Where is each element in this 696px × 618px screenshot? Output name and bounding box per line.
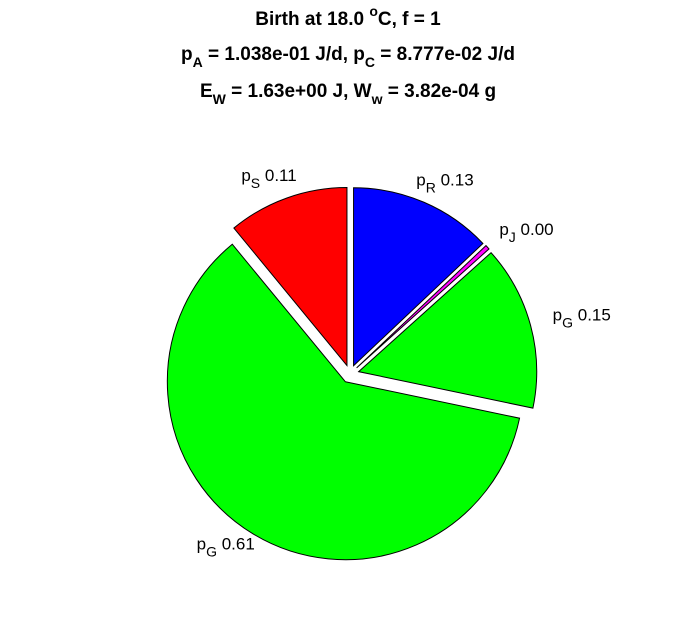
label-sub: S [251,175,260,191]
pie-slice [166,243,521,561]
slice-label: pJ 0.00 [499,220,553,245]
title-sub: C [365,54,375,70]
chart-title: pA = 1.038e-01 J/d, pC = 8.777e-02 J/d [181,44,515,70]
value-label: 0.11 [265,166,297,185]
pie-slice [357,251,538,409]
pie-slice [356,244,490,369]
title-text: Birth at 18.0 [255,9,369,30]
title-text: = 1.63e+00 J, W [226,81,372,102]
pie-slice [353,187,484,367]
value-label: 0.15 [578,306,611,325]
slice-label: pR 0.13 [416,171,473,196]
title-sup: o [369,3,378,19]
title-text: = 1.038e-01 J/d, p [203,44,365,65]
label-name: p [197,534,206,553]
slice-label: pS 0.11 [241,166,296,191]
slice-label: pG 0.61 [197,534,255,559]
title-text: p [181,44,193,65]
value-label: 0.61 [222,534,255,553]
title-text: E [200,81,213,102]
label-sub: J [509,229,516,245]
slice-label: pG 0.15 [553,306,611,331]
title-text: C, f = 1 [378,9,441,30]
title-text: = 8.777e-02 J/d [375,44,515,65]
pie-slice [233,187,348,367]
title-sub: w [371,91,383,107]
chart-title: Birth at 18.0 oC, f = 1 [255,3,441,30]
value-label: 0.13 [441,171,474,190]
value-label: 0.00 [521,220,554,239]
label-sub: G [562,315,573,331]
title-text: = 3.82e-04 g [383,81,497,102]
label-name: p [241,166,250,185]
label-sub: G [206,543,217,559]
label-name: p [499,220,508,239]
chart-title: EW = 1.63e+00 J, Ww = 3.82e-04 g [200,81,496,107]
title-sub: W [213,91,227,107]
label-sub: R [426,180,436,196]
title-sub: A [193,54,203,70]
label-name: p [553,306,562,325]
label-name: p [416,171,425,190]
